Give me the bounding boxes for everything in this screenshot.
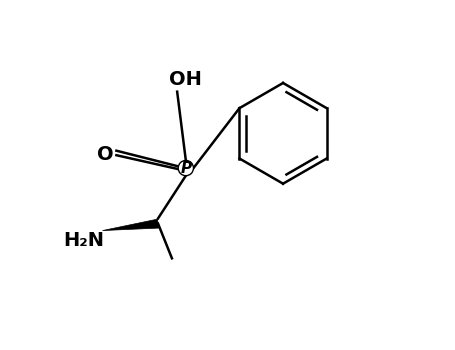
Circle shape [178,160,193,176]
Text: OH: OH [169,70,202,89]
Polygon shape [102,219,159,231]
Text: O: O [96,145,113,164]
Text: P: P [180,161,192,176]
Text: H₂N: H₂N [63,231,104,251]
